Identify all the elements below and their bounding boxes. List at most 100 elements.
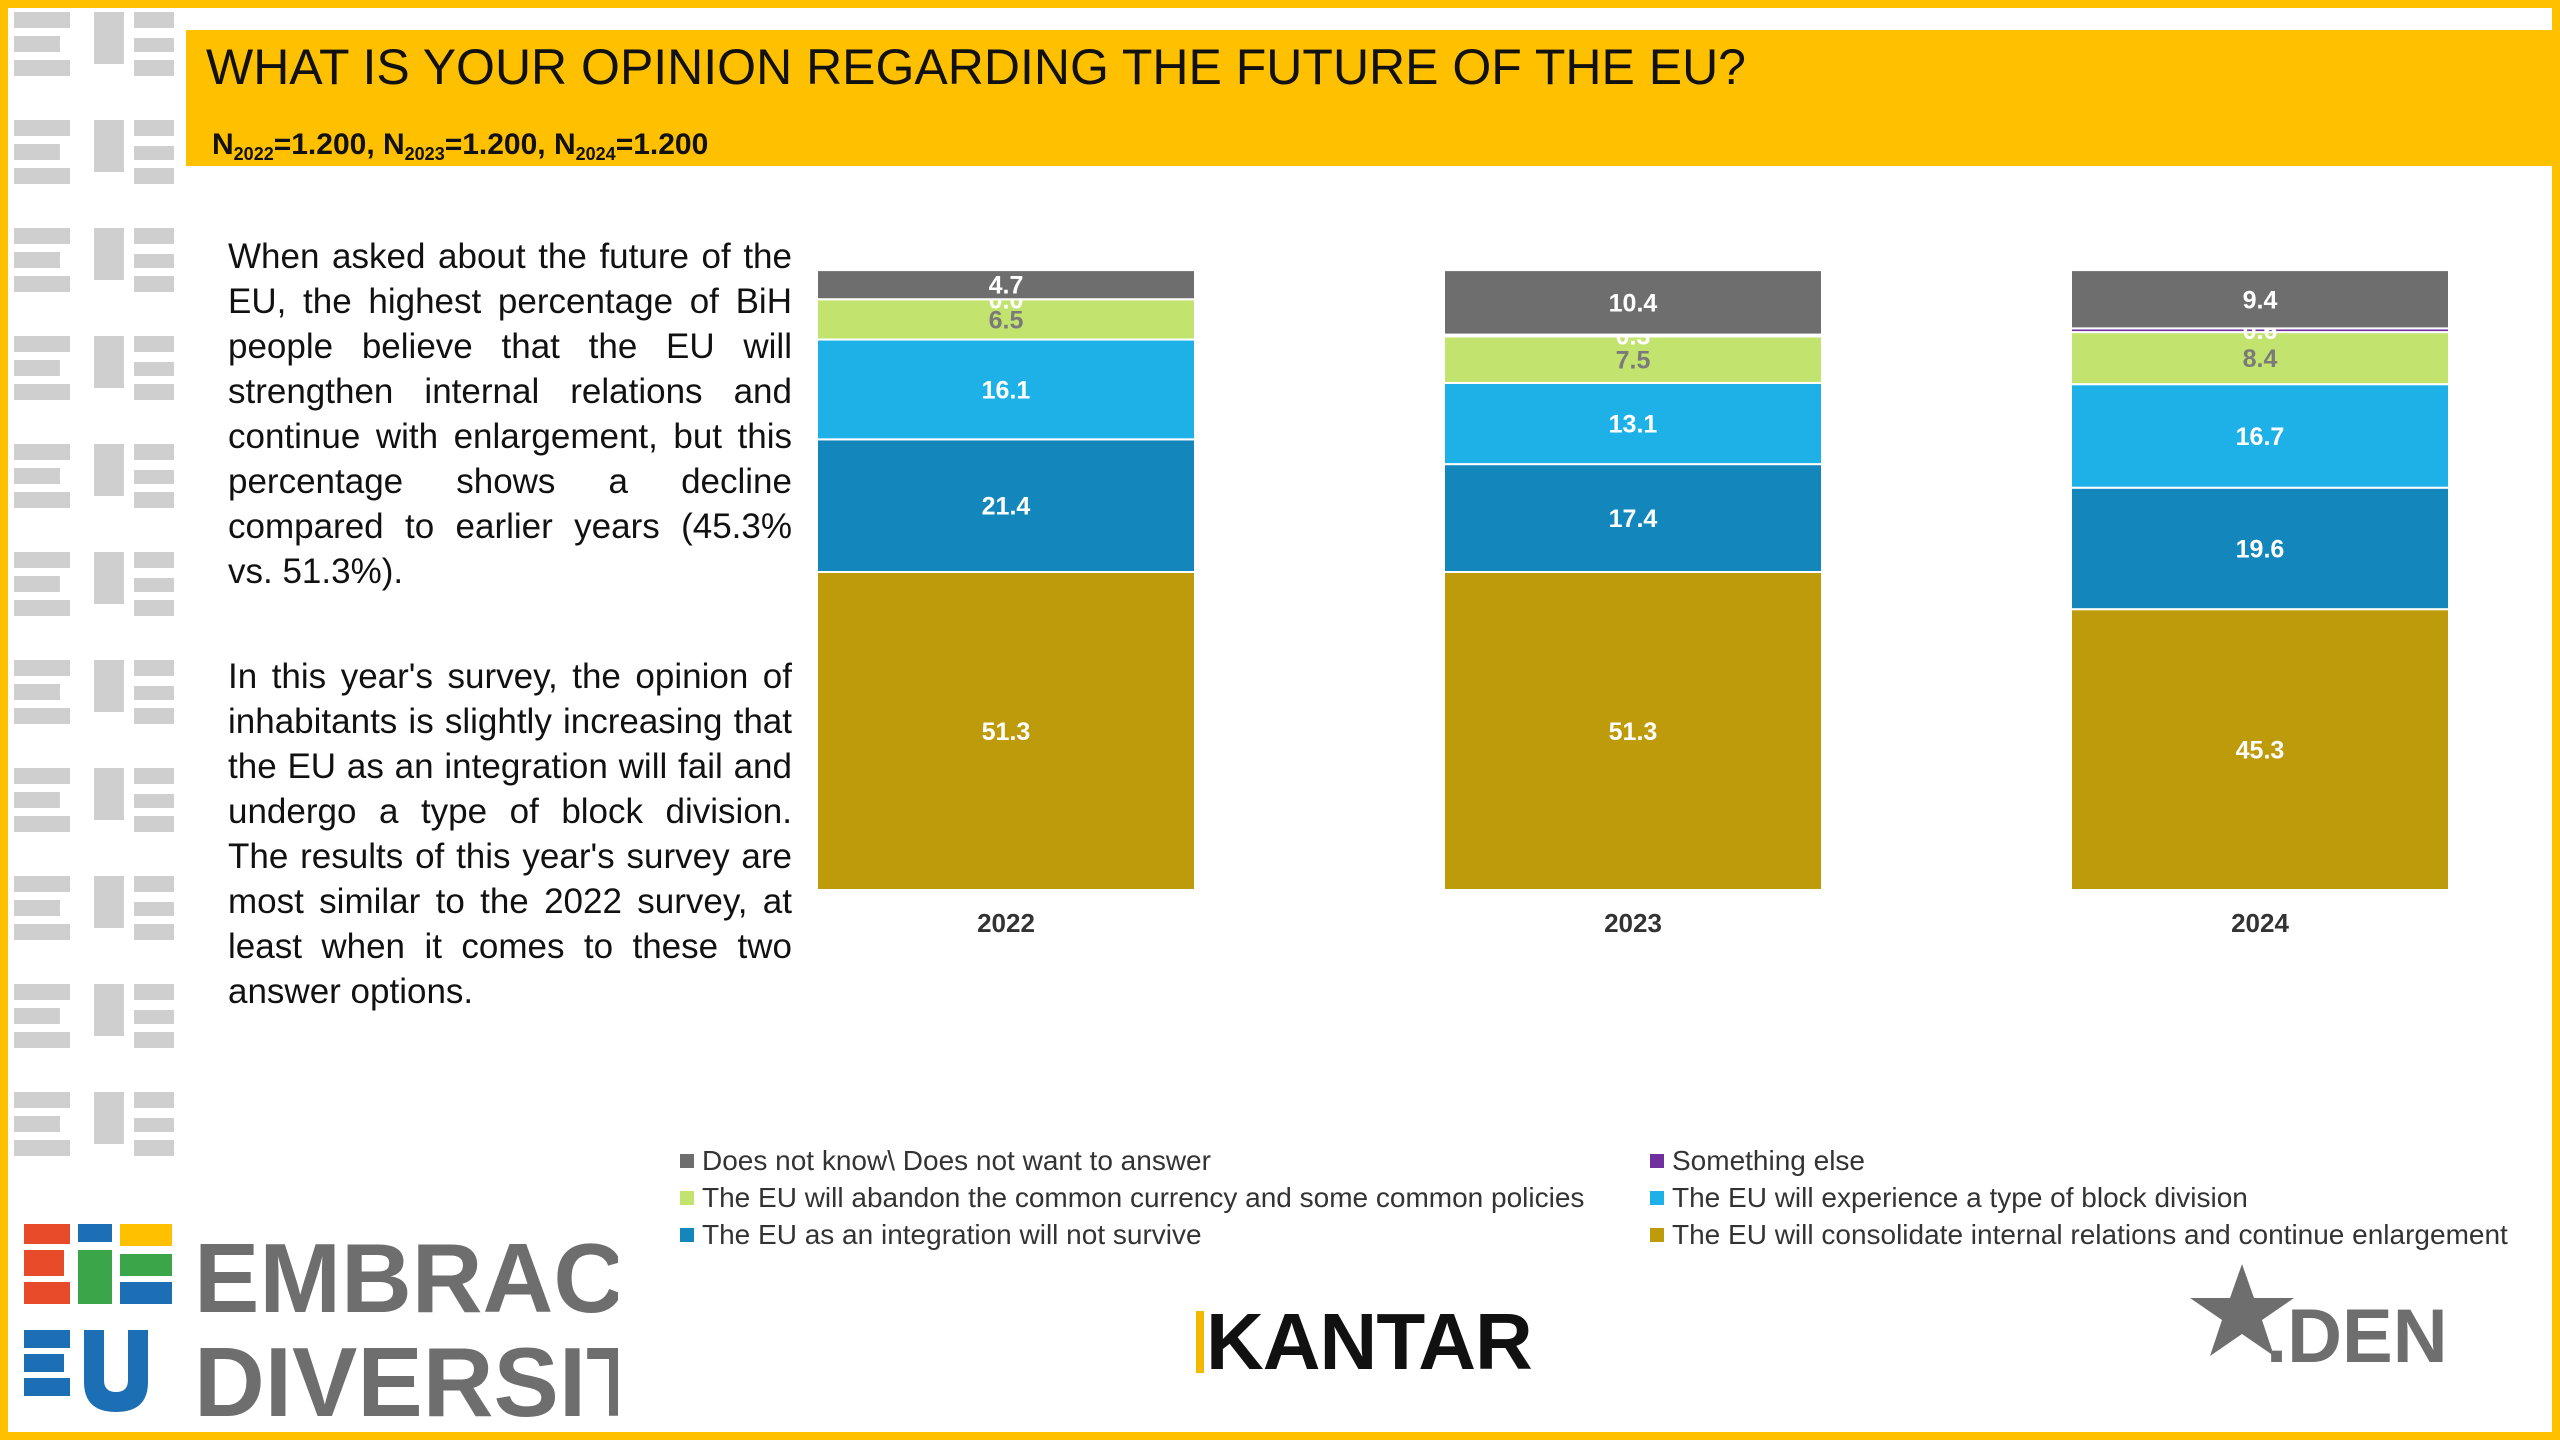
pattern-block — [134, 1118, 174, 1132]
pattern-block — [14, 1140, 70, 1156]
pattern-block — [14, 12, 70, 28]
pattern-block — [14, 144, 60, 160]
pattern-block — [14, 252, 60, 268]
pattern-block — [94, 768, 124, 820]
data-label: 10.4 — [1609, 289, 1658, 317]
x-tick-label: 2024 — [2231, 908, 2289, 938]
pattern-block — [14, 120, 70, 136]
pattern-block — [14, 492, 70, 508]
data-label: 21.4 — [982, 493, 1031, 521]
pattern-block — [134, 578, 174, 592]
pattern-block — [134, 168, 174, 184]
pattern-block — [14, 1092, 70, 1108]
legend-item-block-division: The EU will experience a type of block d… — [1650, 1182, 2248, 1214]
pattern-block — [14, 60, 70, 76]
diversity-text: DIVERSITY — [194, 1327, 618, 1430]
pattern-block — [14, 576, 60, 592]
pattern-block — [14, 444, 70, 460]
pattern-block — [134, 708, 174, 724]
den-logo: .DEN — [2190, 1264, 2448, 1378]
data-label: 6.5 — [989, 306, 1024, 334]
pattern-block — [14, 468, 60, 484]
pattern-block — [14, 660, 70, 676]
pattern-block — [94, 336, 124, 388]
embrace-text: EMBRACE — [194, 1223, 618, 1333]
pattern-block — [14, 228, 70, 244]
data-label: 16.7 — [2236, 423, 2285, 451]
bar-segment — [816, 269, 1196, 301]
pattern-block — [14, 984, 70, 1000]
pattern-block — [134, 12, 174, 28]
side-pattern-decoration — [14, 12, 174, 1156]
pattern-block — [134, 276, 174, 292]
kantar-logo-mark — [1196, 1311, 1204, 1373]
data-label: 13.1 — [1609, 411, 1658, 439]
data-label: 51.3 — [1609, 718, 1658, 746]
pattern-block — [134, 686, 174, 700]
pattern-block — [134, 254, 174, 268]
pattern-block — [94, 1092, 124, 1144]
pattern-block — [134, 38, 174, 52]
pattern-block — [94, 12, 124, 64]
pattern-block — [94, 444, 124, 496]
sample-2024: N2024=1.200 — [553, 128, 709, 164]
pattern-block — [94, 552, 124, 604]
legend-swatch — [680, 1228, 694, 1242]
pattern-block — [94, 876, 124, 928]
pattern-block — [134, 1032, 174, 1048]
legend-swatch — [1650, 1154, 1664, 1168]
pattern-block — [14, 792, 60, 808]
bar-segment — [2070, 486, 2450, 611]
stacked-bar-chart: 51.321.416.16.50.04.7202251.317.413.17.5… — [816, 269, 2450, 938]
header-banner: WHAT IS YOUR OPINION REGARDING THE FUTUR… — [186, 30, 2552, 166]
pattern-block — [134, 492, 174, 508]
pattern-block — [134, 1010, 174, 1024]
den-text: .DEN — [2266, 1294, 2448, 1378]
pattern-block — [134, 768, 174, 784]
pattern-block — [94, 120, 124, 172]
pattern-block — [134, 60, 174, 76]
data-label: 7.5 — [1616, 347, 1651, 375]
pattern-block — [14, 36, 60, 52]
legend-item-dont-know: Does not know\ Does not want to answer — [680, 1145, 1211, 1177]
legend-swatch — [680, 1154, 694, 1168]
data-label: 16.1 — [982, 376, 1031, 404]
pattern-block — [14, 684, 60, 700]
pattern-block — [14, 708, 70, 724]
data-label: 9.4 — [2243, 286, 2278, 314]
data-label: 17.4 — [1609, 505, 1658, 533]
pattern-block — [14, 768, 70, 784]
pattern-block — [14, 384, 70, 400]
legend-item-something-else: Something else — [1650, 1145, 1865, 1177]
legend-item-not-survive: The EU as an integration will not surviv… — [680, 1219, 1202, 1251]
pattern-block — [14, 276, 70, 292]
commentary-paragraph-1: When asked about the future of the EU, t… — [228, 237, 792, 591]
pattern-block — [94, 984, 124, 1036]
bar-segment — [2070, 608, 2450, 891]
pattern-block — [134, 794, 174, 808]
embrace-diversity-logo: EMBRACE DIVERSITY — [24, 1223, 618, 1430]
pattern-block — [134, 552, 174, 568]
x-tick-label: 2023 — [1604, 908, 1662, 938]
pattern-block — [134, 384, 174, 400]
legend-swatch — [680, 1191, 694, 1205]
pattern-block — [14, 876, 70, 892]
x-tick-label: 2022 — [977, 908, 1035, 938]
pattern-block — [14, 924, 70, 940]
pattern-block — [14, 552, 70, 568]
pattern-block — [134, 816, 174, 832]
pattern-block — [94, 228, 124, 280]
pattern-block — [134, 336, 174, 352]
sample-2023: N2023=1.200 — [382, 128, 538, 164]
bar-segment — [2070, 383, 2450, 489]
bar-segment — [2070, 269, 2450, 330]
pattern-block — [134, 924, 174, 940]
bar-segment — [816, 438, 1196, 573]
pattern-block — [14, 816, 70, 832]
pattern-block — [14, 168, 70, 184]
bar-segment — [1443, 463, 1823, 573]
pattern-block — [134, 600, 174, 616]
data-label: 51.3 — [982, 718, 1031, 746]
pattern-block — [14, 600, 70, 616]
